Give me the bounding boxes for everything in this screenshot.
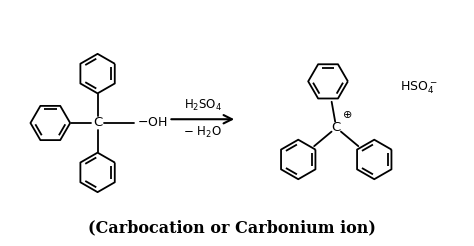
Text: (Carbocation or Carbonium ion): (Carbocation or Carbonium ion) — [88, 219, 376, 236]
Text: $-$OH: $-$OH — [137, 117, 167, 129]
Text: C: C — [332, 121, 341, 134]
Text: ⊕: ⊕ — [343, 109, 353, 120]
Text: HSO$_4^-$: HSO$_4^-$ — [400, 79, 438, 96]
Text: C: C — [93, 117, 102, 129]
Text: H$_2$SO$_4$: H$_2$SO$_4$ — [183, 98, 222, 113]
Text: $-$ H$_2$O: $-$ H$_2$O — [183, 125, 222, 140]
